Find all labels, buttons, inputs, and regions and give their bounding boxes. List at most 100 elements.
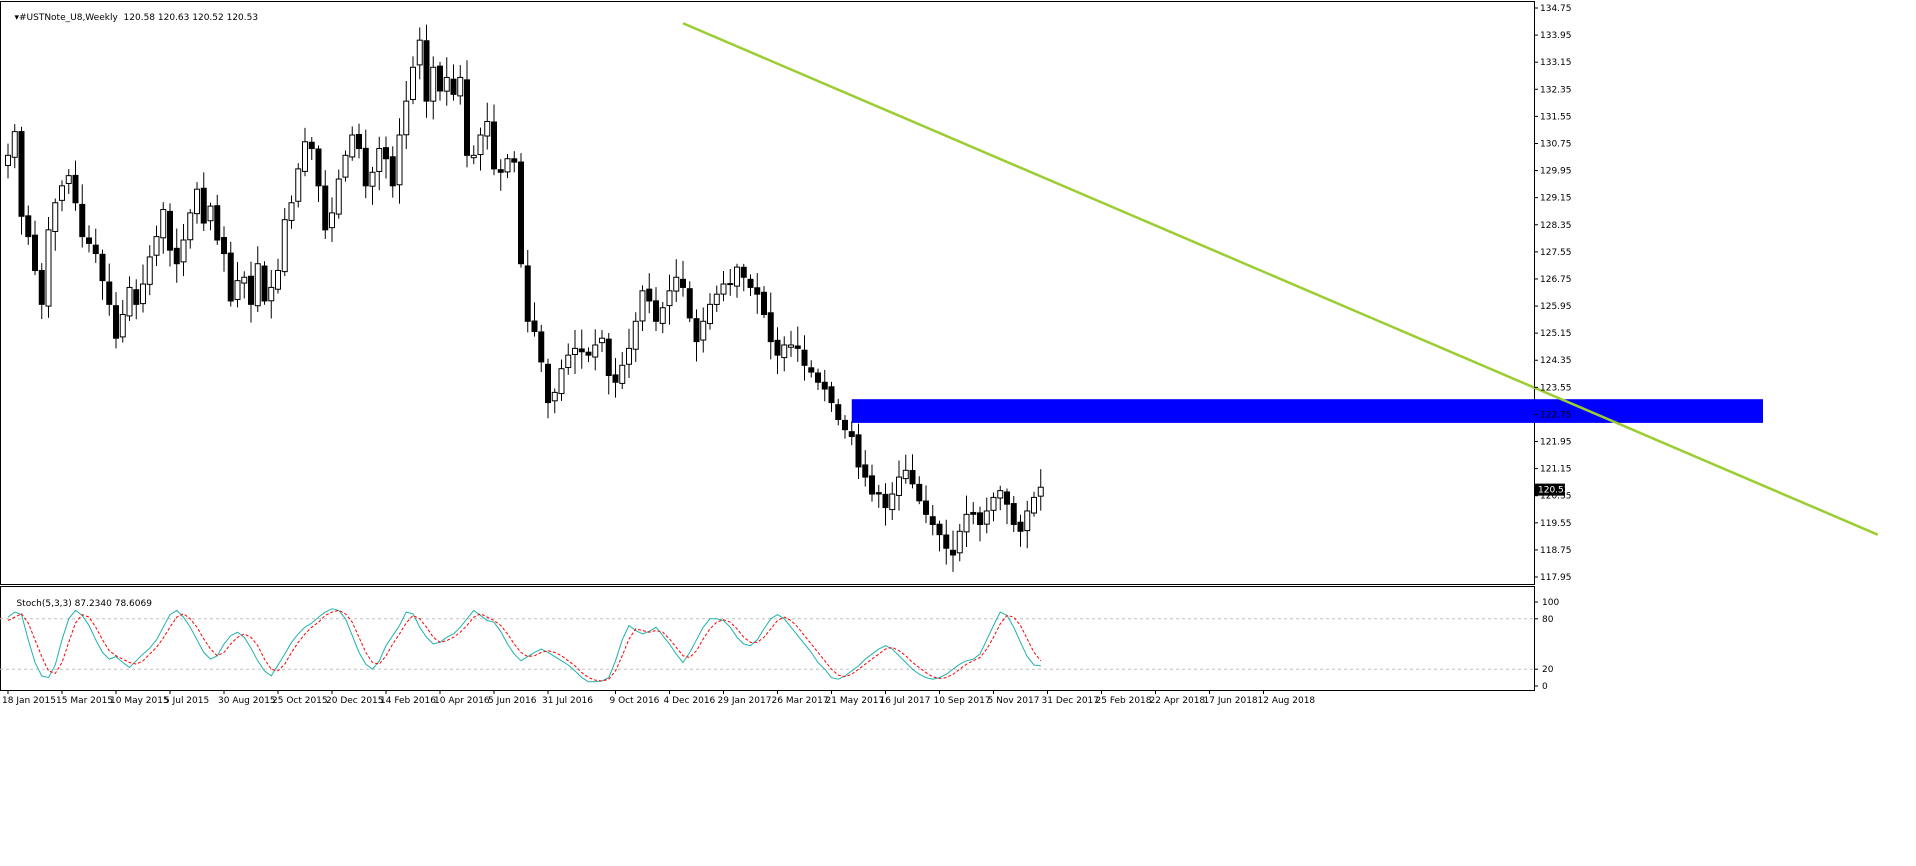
candle-body bbox=[909, 470, 916, 485]
candle-body bbox=[59, 185, 65, 201]
candle-body bbox=[187, 212, 194, 241]
candle-body bbox=[362, 147, 369, 187]
time-tick-label: 10 Sep 2017 bbox=[934, 696, 991, 706]
main-panel-border bbox=[0, 1, 1535, 585]
candle-body bbox=[848, 431, 855, 437]
candle-body bbox=[288, 202, 295, 221]
price-tick-label: 117.95 bbox=[1540, 573, 1572, 583]
price-tick-label: 122.75 bbox=[1540, 410, 1572, 420]
candle-body bbox=[565, 354, 572, 369]
candle-body bbox=[653, 300, 659, 322]
price-tick-label: 120.35 bbox=[1540, 492, 1572, 502]
stoch-tick-label: 0 bbox=[1542, 682, 1548, 692]
candle-body bbox=[626, 347, 632, 365]
candle-body bbox=[234, 280, 241, 300]
candle-body bbox=[592, 344, 599, 358]
candle-body bbox=[153, 236, 160, 256]
candle-body bbox=[248, 275, 254, 305]
time-tick-label: 10 May 2015 bbox=[110, 696, 169, 706]
candle-body bbox=[423, 40, 430, 102]
candle-body bbox=[902, 469, 909, 480]
time-tick-label: 30 Aug 2015 bbox=[218, 696, 276, 706]
candle-body bbox=[632, 320, 639, 350]
candle-body bbox=[18, 131, 25, 217]
candle-body bbox=[477, 134, 484, 156]
candle-body bbox=[470, 154, 477, 159]
candle-body bbox=[322, 185, 329, 231]
candle-body bbox=[875, 492, 882, 495]
candle-body bbox=[302, 141, 308, 172]
candle-body bbox=[72, 174, 79, 204]
time-tick-label: 20 Dec 2015 bbox=[326, 696, 384, 706]
candle-body bbox=[943, 534, 950, 549]
stoch-tick-label: 20 bbox=[1542, 665, 1554, 675]
candle-body bbox=[700, 320, 707, 341]
time-tick-label: 4 Dec 2016 bbox=[664, 696, 716, 706]
candle-body bbox=[963, 513, 970, 533]
time-tick-label: 17 Jun 2018 bbox=[1204, 696, 1258, 706]
candle-body bbox=[113, 305, 119, 339]
candle-body bbox=[1031, 496, 1037, 514]
candle-body bbox=[254, 263, 261, 307]
candle-body bbox=[261, 265, 268, 302]
candle-body bbox=[855, 434, 862, 468]
candle-body bbox=[524, 265, 531, 322]
stoch-tick-label: 100 bbox=[1542, 598, 1559, 608]
candle-body bbox=[342, 154, 349, 178]
candle-body bbox=[376, 148, 383, 172]
candle-body bbox=[599, 337, 605, 344]
candle-body bbox=[518, 161, 524, 265]
price-tick-label: 127.55 bbox=[1540, 248, 1572, 258]
candle-body bbox=[99, 253, 106, 282]
time-tick-label: 21 May 2017 bbox=[826, 696, 885, 706]
candle-body bbox=[38, 269, 45, 305]
candle-body bbox=[389, 156, 396, 187]
candle-body bbox=[497, 169, 504, 173]
stoch-main-line bbox=[7, 608, 1041, 683]
stoch-label: Stoch(5,3,3) 87.2340 78.6069 bbox=[16, 599, 152, 609]
candle-body bbox=[747, 278, 754, 288]
candle-body bbox=[727, 283, 734, 286]
candle-body bbox=[443, 76, 450, 92]
candle-body bbox=[45, 229, 52, 307]
support-zone bbox=[851, 399, 1763, 423]
time-tick-label: 25 Oct 2015 bbox=[272, 696, 328, 706]
candles bbox=[5, 24, 1044, 572]
trendline bbox=[682, 22, 1879, 536]
symbol-label: #USTNote_U8,Weekly bbox=[18, 13, 118, 23]
candle-body bbox=[511, 158, 518, 163]
candle-body bbox=[673, 276, 680, 292]
candle-body bbox=[997, 490, 1004, 499]
candle-body bbox=[335, 178, 342, 215]
candle-body bbox=[578, 348, 585, 353]
candle-body bbox=[106, 281, 113, 305]
time-tick-label: 31 Dec 2017 bbox=[1042, 696, 1100, 706]
price-tick-label: 121.95 bbox=[1540, 438, 1572, 448]
menu-arrow-icon[interactable]: ▾ bbox=[14, 13, 19, 23]
candle-body bbox=[794, 345, 801, 349]
price-tick-label: 131.55 bbox=[1540, 112, 1572, 122]
candle-body bbox=[241, 276, 248, 284]
candle-body bbox=[140, 283, 146, 305]
price-tick-label: 129.95 bbox=[1540, 167, 1572, 177]
time-tick-label: 9 Oct 2016 bbox=[610, 696, 660, 706]
blue-zone bbox=[851, 399, 1763, 423]
candle-body bbox=[612, 374, 619, 383]
candle-body bbox=[308, 141, 315, 150]
candle-body bbox=[970, 511, 977, 515]
candle-body bbox=[916, 483, 923, 502]
time-tick-label: 5 Jul 2015 bbox=[164, 696, 209, 706]
candle-body bbox=[754, 287, 761, 295]
candle-body bbox=[133, 289, 140, 305]
candle-body bbox=[882, 493, 889, 509]
candle-body bbox=[801, 349, 808, 366]
candle-body bbox=[545, 363, 551, 404]
candle-body bbox=[79, 203, 86, 238]
time-tick-label: 14 Feb 2016 bbox=[380, 696, 436, 706]
candle-body bbox=[639, 290, 646, 322]
candle-body bbox=[194, 188, 200, 215]
price-tick-label: 129.15 bbox=[1540, 194, 1572, 204]
candle-body bbox=[585, 351, 592, 356]
candle-body bbox=[356, 133, 362, 150]
